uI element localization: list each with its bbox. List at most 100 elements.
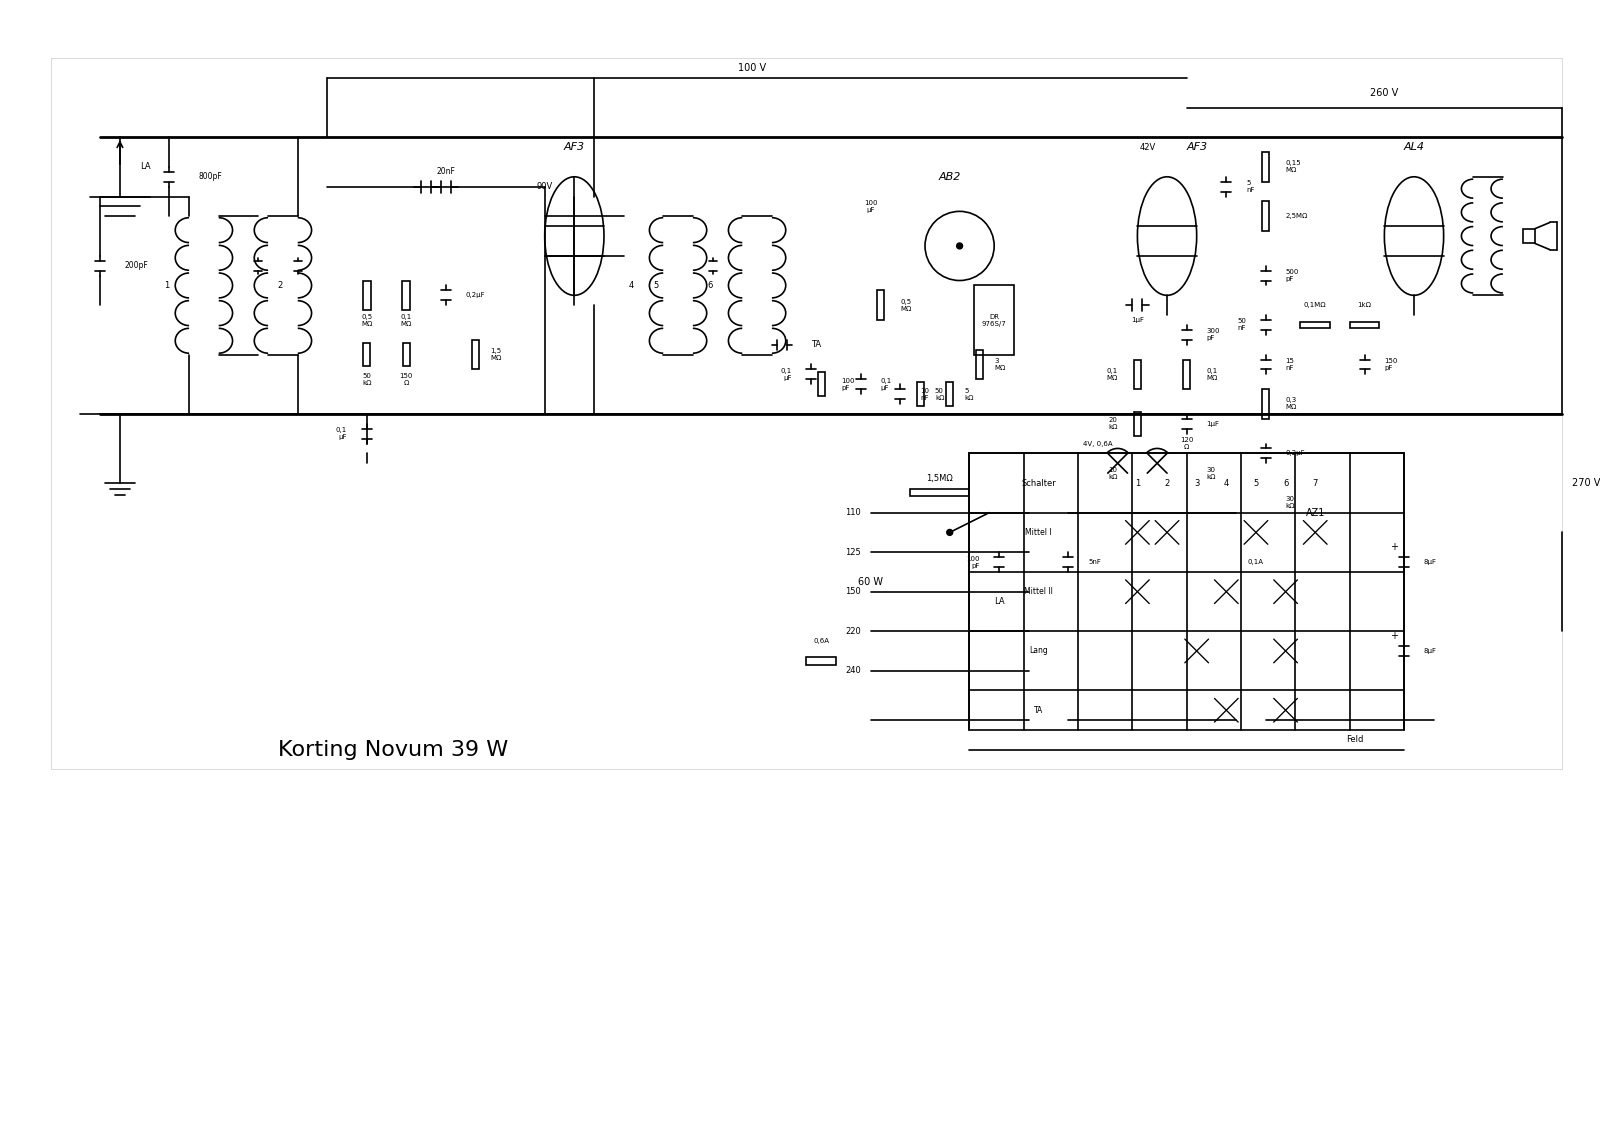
Bar xyxy=(1184,360,1190,389)
Text: 30
kΩ: 30 kΩ xyxy=(1285,496,1294,509)
Text: LA: LA xyxy=(994,597,1005,606)
Bar xyxy=(976,350,982,379)
Text: 50
nF: 50 nF xyxy=(1237,318,1246,332)
Text: 0,6A: 0,6A xyxy=(813,638,829,644)
Text: 0,5
MΩ: 0,5 MΩ xyxy=(362,314,373,326)
Text: 300
pF: 300 pF xyxy=(1206,328,1221,342)
Bar xyxy=(910,489,970,496)
Text: 1kΩ: 1kΩ xyxy=(1358,302,1371,308)
Circle shape xyxy=(986,509,992,515)
Text: 110: 110 xyxy=(845,508,861,517)
Bar xyxy=(51,58,1562,770)
Text: AF3: AF3 xyxy=(563,143,586,152)
Bar xyxy=(1301,321,1330,328)
Text: AF3: AF3 xyxy=(1186,143,1208,152)
Bar xyxy=(1166,460,1206,466)
Text: 5: 5 xyxy=(1253,479,1259,488)
Text: 5
kΩ: 5 kΩ xyxy=(965,387,974,401)
Text: 4: 4 xyxy=(629,281,634,290)
Text: 0,3
MΩ: 0,3 MΩ xyxy=(1285,397,1298,411)
Circle shape xyxy=(1301,607,1310,617)
Circle shape xyxy=(957,243,963,249)
Text: 150
pF: 150 pF xyxy=(1384,358,1398,371)
Bar xyxy=(970,454,1405,730)
Text: 220: 220 xyxy=(845,627,861,636)
Bar xyxy=(806,657,837,664)
Text: Mittel I: Mittel I xyxy=(1026,528,1051,537)
Bar xyxy=(1262,152,1269,182)
Bar xyxy=(1315,717,1394,724)
Text: 50
kΩ: 50 kΩ xyxy=(934,387,944,401)
Text: 1,5
MΩ: 1,5 MΩ xyxy=(490,349,502,361)
Text: 5: 5 xyxy=(653,281,659,290)
Text: LA: LA xyxy=(139,162,150,171)
Bar xyxy=(403,281,410,310)
Text: Mittel II: Mittel II xyxy=(1024,588,1053,597)
Text: 0,1A: 0,1A xyxy=(1248,559,1264,565)
Text: 800pF: 800pF xyxy=(198,172,222,181)
Text: AB2: AB2 xyxy=(939,172,962,182)
Bar xyxy=(818,372,824,396)
Text: AL4: AL4 xyxy=(1403,143,1424,152)
Text: 1: 1 xyxy=(165,281,170,290)
Bar xyxy=(403,343,410,367)
Text: DR
976S/7: DR 976S/7 xyxy=(982,314,1006,326)
Text: 0,2μF: 0,2μF xyxy=(466,292,485,299)
Text: 0,15
MΩ: 0,15 MΩ xyxy=(1285,161,1301,173)
Text: 100
pF: 100 pF xyxy=(966,556,979,568)
Text: 8μF: 8μF xyxy=(1424,559,1437,565)
Text: 0,1
MΩ: 0,1 MΩ xyxy=(1106,368,1118,380)
Text: 42V: 42V xyxy=(1139,143,1155,152)
Text: 2: 2 xyxy=(1165,479,1170,488)
Text: 6: 6 xyxy=(1283,479,1288,488)
Bar xyxy=(1134,360,1141,389)
Text: 0,2μF: 0,2μF xyxy=(1285,451,1306,456)
Text: 270 V: 270 V xyxy=(1573,478,1600,488)
Text: 5
nF: 5 nF xyxy=(1246,180,1254,194)
Text: 0,1
MΩ: 0,1 MΩ xyxy=(400,314,413,326)
Bar xyxy=(946,383,954,406)
Bar xyxy=(917,383,923,406)
Text: 125: 125 xyxy=(845,548,861,557)
Text: 3: 3 xyxy=(1194,479,1200,488)
Text: 0,5
MΩ: 0,5 MΩ xyxy=(901,299,912,311)
Text: +: + xyxy=(1390,542,1398,552)
Text: +: + xyxy=(1390,632,1398,641)
Text: 2: 2 xyxy=(278,281,283,290)
Text: 120
Ω: 120 Ω xyxy=(1181,437,1194,451)
Text: AZ1: AZ1 xyxy=(1306,507,1325,517)
Text: 100
μF: 100 μF xyxy=(864,200,877,213)
Text: 200pF: 200pF xyxy=(125,261,149,271)
Text: 0,1
μF: 0,1 μF xyxy=(880,378,891,391)
Circle shape xyxy=(947,530,952,535)
Text: 10
nF: 10 nF xyxy=(920,387,930,401)
Text: TA: TA xyxy=(1034,705,1043,714)
Bar xyxy=(1184,461,1190,484)
Text: 15
nF: 15 nF xyxy=(1285,358,1294,371)
Text: Feld: Feld xyxy=(1346,736,1363,745)
Bar xyxy=(1350,321,1379,328)
Text: 150: 150 xyxy=(845,588,861,597)
Text: 4: 4 xyxy=(1224,479,1229,488)
Bar xyxy=(1134,461,1141,484)
Text: 150
Ω: 150 Ω xyxy=(400,372,413,386)
Text: TA: TA xyxy=(811,341,821,350)
Text: 5nF: 5nF xyxy=(1088,559,1101,565)
Text: 20
kΩ: 20 kΩ xyxy=(1109,418,1118,430)
Text: 0,1
μF: 0,1 μF xyxy=(336,427,347,440)
Text: 500
pF: 500 pF xyxy=(1285,269,1299,282)
Bar xyxy=(877,291,885,320)
Text: 4V, 0,6A: 4V, 0,6A xyxy=(1083,440,1112,446)
Text: 0,1MΩ: 0,1MΩ xyxy=(1304,302,1326,308)
Text: 3
MΩ: 3 MΩ xyxy=(994,358,1005,371)
Text: Schalter: Schalter xyxy=(1021,479,1056,488)
Bar xyxy=(1262,488,1269,517)
Text: 50
kΩ: 50 kΩ xyxy=(362,372,371,386)
Text: 1,5MΩ: 1,5MΩ xyxy=(926,473,954,482)
Bar xyxy=(363,343,370,367)
Bar xyxy=(1242,577,1270,585)
Text: 240: 240 xyxy=(845,667,861,675)
Text: Lang: Lang xyxy=(1029,646,1048,655)
Bar xyxy=(1262,389,1269,419)
Bar xyxy=(363,281,371,310)
